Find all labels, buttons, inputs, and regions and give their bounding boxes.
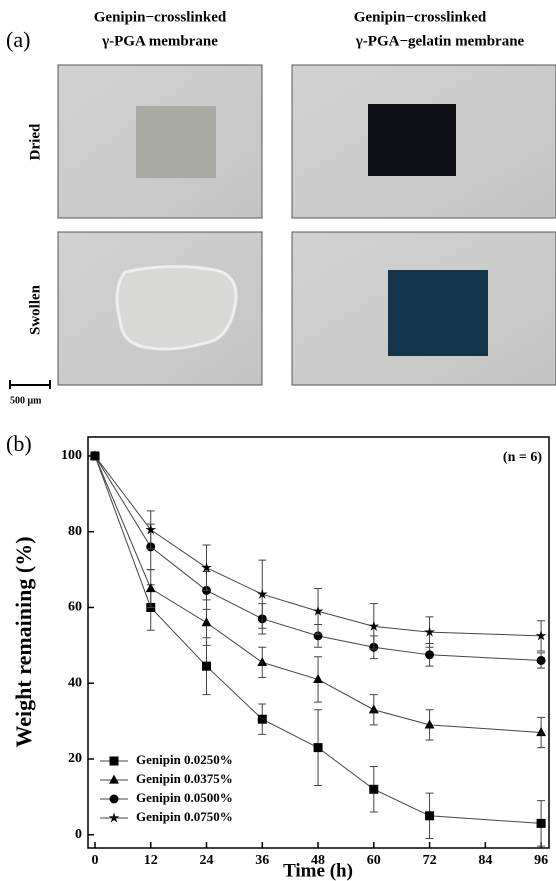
- y-tick-label: 60: [68, 600, 82, 615]
- panel-label: (a): [6, 27, 30, 52]
- x-tick-label: 48: [311, 853, 325, 868]
- x-tick-label: 84: [478, 853, 492, 868]
- y-tick-label: 40: [68, 675, 82, 690]
- scale-label: 500 μm: [10, 395, 42, 406]
- y-tick-label: 100: [61, 448, 82, 463]
- x-tick-label: 36: [255, 853, 269, 868]
- marker: [110, 795, 119, 804]
- photos: [58, 65, 556, 385]
- column-header: Genipin−crosslinked: [354, 9, 487, 25]
- membrane: [136, 106, 216, 178]
- x-tick-label: 24: [200, 853, 214, 868]
- marker: [536, 727, 546, 736]
- legend-label: Genipin 0.0250%: [136, 752, 233, 767]
- column-header: Genipin−crosslinked: [94, 9, 227, 25]
- y-tick-label: 80: [68, 524, 82, 539]
- membrane: [117, 266, 236, 349]
- annotation: (n = 6): [503, 450, 542, 465]
- x-tick-label: 96: [534, 853, 548, 868]
- marker: [110, 757, 119, 766]
- legend-label: Genipin 0.0750%: [136, 809, 233, 824]
- x-tick-label: 0: [91, 853, 98, 868]
- row-label: Dried: [27, 123, 43, 160]
- marker: [537, 656, 546, 665]
- plot: 0 12 24 36 48 60 72 84 96 0 20 40 60 80 100 Genipin 0.0…: [61, 448, 548, 868]
- y-tick-label: 0: [75, 827, 82, 842]
- figure: (a) Genipin−crosslinked γ-PGA membrane G…: [0, 0, 556, 881]
- y-axis-label: Weight remaining (%): [11, 536, 36, 747]
- column-header: γ-PGA−gelatin membrane: [355, 33, 525, 49]
- marker: [369, 785, 378, 794]
- marker: [369, 704, 379, 713]
- marker: [109, 775, 119, 784]
- panel-label: (b): [6, 431, 32, 456]
- row-label: Swollen: [27, 284, 43, 335]
- column-header: γ-PGA membrane: [101, 33, 218, 49]
- marker: [202, 662, 211, 671]
- marker: [425, 811, 434, 820]
- marker: [314, 743, 323, 752]
- scale-bar: [10, 380, 50, 389]
- marker: [425, 650, 434, 659]
- x-tick-label: 72: [423, 853, 437, 868]
- membrane: [388, 270, 488, 356]
- marker: [257, 657, 267, 666]
- x-tick-label: 60: [367, 853, 381, 868]
- marker: [202, 617, 212, 626]
- x-tick-label: 12: [144, 853, 158, 868]
- legend-label: Genipin 0.0375%: [136, 771, 233, 786]
- marker: [109, 812, 120, 822]
- marker: [258, 715, 267, 724]
- membrane: [368, 104, 456, 176]
- y-tick-label: 20: [68, 751, 82, 766]
- marker: [537, 819, 546, 828]
- legend-label: Genipin 0.0500%: [136, 790, 233, 805]
